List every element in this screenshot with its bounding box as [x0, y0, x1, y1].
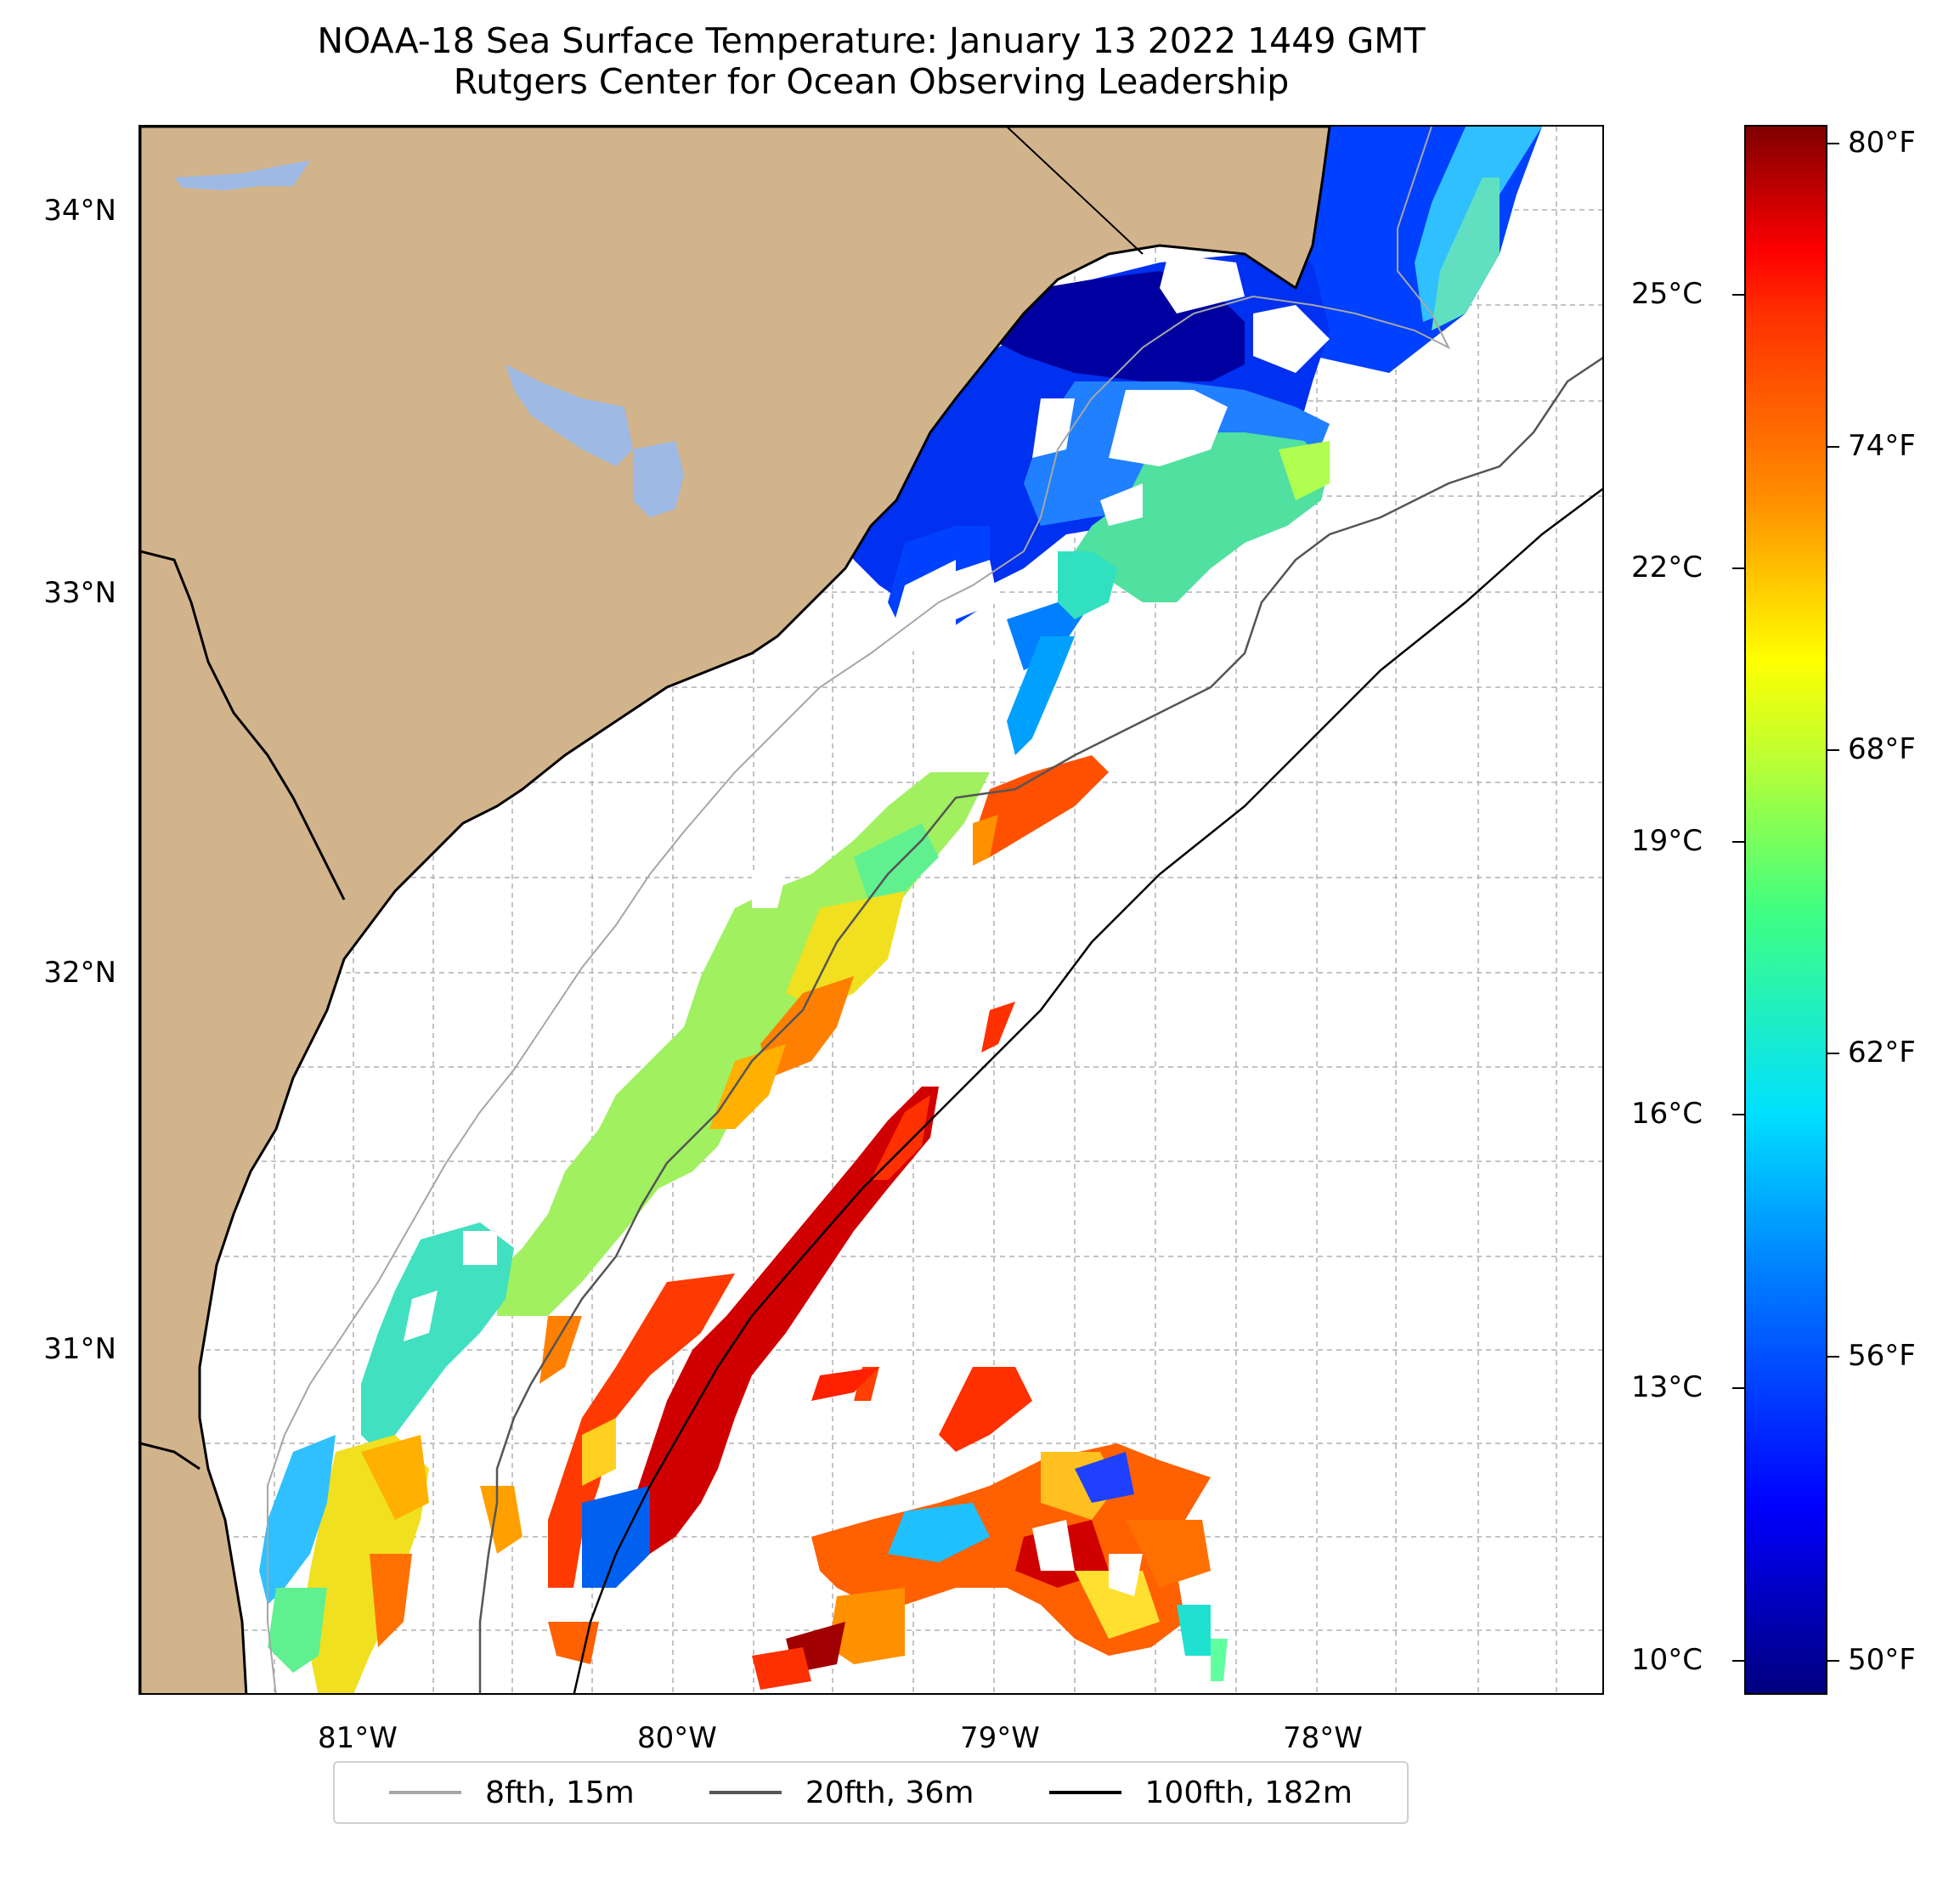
cb-label-19c: 19°C: [1631, 824, 1703, 858]
cb-label-22c: 22°C: [1631, 550, 1703, 584]
legend-swatch-100fth: [1048, 1791, 1121, 1794]
title-line-1: NOAA-18 Sea Surface Temperature: January…: [317, 20, 1426, 61]
legend-label-100fth: 100fth, 182m: [1144, 1775, 1353, 1810]
cb-label-13c: 13°C: [1631, 1370, 1703, 1404]
lon-label-79: 79°W: [960, 1721, 1040, 1755]
contour-100fth: [573, 488, 1602, 1693]
land: [140, 127, 1331, 1693]
legend-swatch-20fth: [709, 1791, 782, 1794]
sst-data-offshore-warm: [539, 1087, 1032, 1588]
lat-label-31: 31°N: [43, 1332, 116, 1366]
lon-label-80: 80°W: [637, 1721, 717, 1755]
lake-marion: [506, 364, 633, 466]
contour-legend: 8fth, 15m 20fth, 36m 100fth, 182m: [333, 1761, 1409, 1824]
sst-data-mid: [497, 755, 1109, 1316]
lat-label-33: 33°N: [43, 576, 116, 610]
legend-label-20fth: 20fth, 36m: [805, 1775, 974, 1810]
cb-tick-74f: [1827, 446, 1839, 448]
map-panel[interactable]: [138, 125, 1604, 1695]
sst-data-south: [752, 1443, 1228, 1690]
cb-label-80f: 80°F: [1848, 126, 1916, 160]
cb-tick-56f: [1827, 1356, 1839, 1358]
colorbar: [1744, 125, 1827, 1695]
legend-label-8fth: 8fth, 15m: [485, 1775, 635, 1810]
cb-tick-25c: [1732, 294, 1744, 296]
cb-tick-22c: [1732, 567, 1744, 569]
cb-tick-62f: [1827, 1053, 1839, 1054]
contour-20fth: [478, 357, 1602, 1693]
cb-label-68f: 68°F: [1848, 732, 1916, 766]
cb-tick-68f: [1827, 749, 1839, 751]
title-line-2: Rutgers Center for Ocean Observing Leade…: [453, 61, 1290, 102]
legend-item-20fth: 20fth, 36m: [709, 1776, 974, 1810]
cb-label-62f: 62°F: [1848, 1036, 1916, 1070]
cb-label-74f: 74°F: [1848, 429, 1916, 463]
cb-tick-13c: [1732, 1387, 1744, 1389]
lake-north: [174, 161, 310, 190]
cb-label-16c: 16°C: [1631, 1097, 1703, 1131]
lakes: [174, 161, 684, 517]
legend-item-100fth: 100fth, 182m: [1048, 1775, 1353, 1810]
cb-tick-80f: [1827, 143, 1839, 144]
legend-item-8fth: 8fth, 15m: [389, 1776, 635, 1810]
cb-label-56f: 56°F: [1848, 1339, 1916, 1373]
contour-8fth: [267, 127, 1451, 1693]
cb-label-25c: 25°C: [1631, 277, 1703, 311]
cb-tick-19c: [1732, 841, 1744, 843]
legend-swatch-8fth: [389, 1791, 462, 1794]
lat-label-32: 32°N: [43, 956, 116, 990]
sst-data-southwest: [259, 1222, 599, 1693]
cb-tick-16c: [1732, 1114, 1744, 1115]
chart-title: NOAA-18 Sea Surface Temperature: January…: [138, 20, 1604, 102]
lake-moultrie: [633, 441, 684, 517]
cb-label-10c: 10°C: [1631, 1643, 1703, 1677]
lon-label-78: 78°W: [1283, 1721, 1363, 1755]
lat-label-34: 34°N: [43, 194, 116, 228]
cb-tick-50f: [1827, 1660, 1839, 1662]
lon-label-81: 81°W: [318, 1721, 398, 1755]
contours: [267, 127, 1602, 1693]
cb-label-50f: 50°F: [1848, 1643, 1916, 1677]
sst-map: [140, 127, 1602, 1693]
cb-tick-10c: [1732, 1660, 1744, 1662]
